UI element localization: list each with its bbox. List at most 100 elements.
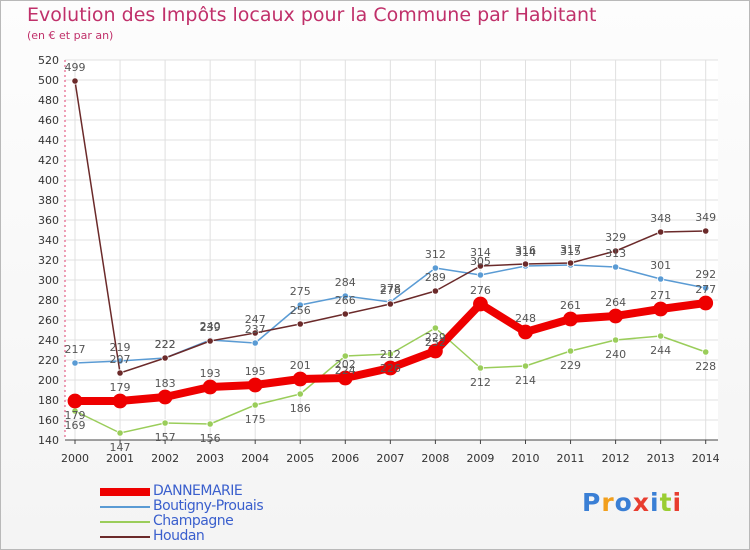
plot-area <box>65 60 718 440</box>
data-point <box>476 271 485 279</box>
data-point <box>341 352 349 360</box>
data-point <box>702 227 710 235</box>
data-point <box>611 263 620 271</box>
y-tick-label: 180 <box>38 394 59 407</box>
data-label: 228 <box>695 360 716 373</box>
data-label: 248 <box>515 312 536 325</box>
data-point <box>202 379 218 395</box>
data-point <box>653 301 669 317</box>
data-point <box>71 77 79 85</box>
data-point <box>431 264 439 272</box>
y-tick-label: 320 <box>38 254 59 267</box>
data-label: 156 <box>200 432 221 445</box>
x-tick-label: 2005 <box>286 452 314 465</box>
data-point <box>116 369 124 377</box>
data-label: 301 <box>650 259 671 272</box>
data-point <box>657 332 665 340</box>
data-label: 226 <box>380 362 401 375</box>
data-label: 292 <box>695 268 716 281</box>
data-label: 317 <box>560 243 581 256</box>
data-label: 499 <box>65 61 86 74</box>
data-label: 276 <box>380 284 401 297</box>
data-point <box>608 308 623 324</box>
x-tick-label: 2013 <box>647 452 675 465</box>
data-point <box>611 336 620 344</box>
x-tick-label: 2000 <box>61 452 89 465</box>
data-label: 214 <box>515 374 536 387</box>
data-point <box>161 419 169 427</box>
y-tick-label: 360 <box>38 214 59 227</box>
legend-label: DANNEMARIE <box>153 483 243 499</box>
data-point <box>251 401 259 409</box>
data-label: 247 <box>245 313 266 326</box>
data-point <box>112 393 128 409</box>
data-point <box>657 228 665 236</box>
y-tick-label: 380 <box>38 194 59 207</box>
data-label: 315 <box>560 245 581 258</box>
data-label: 222 <box>155 338 176 351</box>
legend-swatch <box>100 536 150 538</box>
data-point <box>698 295 714 311</box>
data-point <box>473 296 488 312</box>
data-point <box>341 310 349 318</box>
x-tick-label: 2001 <box>106 452 134 465</box>
data-point <box>518 324 533 340</box>
data-label: 313 <box>605 247 626 260</box>
y-tick-label: 260 <box>38 314 59 327</box>
data-point <box>161 354 169 362</box>
data-point <box>206 420 214 428</box>
legend-swatch <box>100 506 150 508</box>
legend-swatch <box>100 488 150 496</box>
y-tick-label: 520 <box>38 54 59 67</box>
data-point <box>476 262 485 270</box>
y-tick-label: 500 <box>38 74 59 87</box>
y-tick-label: 200 <box>38 374 59 387</box>
proxiti-logo: Proxiti <box>582 488 683 517</box>
data-label: 217 <box>65 343 86 356</box>
data-point <box>71 359 79 367</box>
data-point <box>157 389 173 405</box>
data-label: 240 <box>200 320 221 333</box>
x-tick-label: 2011 <box>557 452 585 465</box>
y-tick-label: 480 <box>38 94 59 107</box>
data-point <box>206 337 214 345</box>
data-point <box>382 360 398 376</box>
y-tick-label: 160 <box>38 414 59 427</box>
data-label: 179 <box>110 381 131 394</box>
data-point <box>611 247 620 255</box>
legend-label: Boutigny-Prouais <box>153 498 264 514</box>
y-tick-label: 420 <box>38 154 59 167</box>
data-label: 266 <box>335 294 356 307</box>
x-tick-label: 2003 <box>196 452 224 465</box>
x-tick-label: 2010 <box>512 452 540 465</box>
y-tick-label: 140 <box>38 434 59 447</box>
legend-label: Houdan <box>153 528 205 544</box>
x-tick-label: 2004 <box>241 452 269 465</box>
x-tick-label: 2009 <box>466 452 494 465</box>
data-label: 201 <box>290 359 311 372</box>
y-tick-label: 400 <box>38 174 59 187</box>
data-label: 239 <box>200 321 221 334</box>
x-tick-label: 2014 <box>692 452 720 465</box>
data-label: 256 <box>290 304 311 317</box>
data-point <box>67 393 83 409</box>
data-label: 193 <box>200 367 221 380</box>
data-label: 284 <box>335 276 356 289</box>
data-point <box>521 362 530 370</box>
data-point <box>296 301 304 309</box>
chart-subtitle: (en € et par an) <box>27 29 114 42</box>
y-tick-label: 460 <box>38 114 59 127</box>
data-label: 157 <box>155 431 176 444</box>
data-label: 349 <box>695 211 716 224</box>
data-point <box>702 284 710 292</box>
data-label: 175 <box>245 413 266 426</box>
data-point <box>296 390 304 398</box>
data-point <box>563 311 578 327</box>
data-label: 275 <box>290 285 311 298</box>
data-label: 229 <box>560 359 581 372</box>
y-tick-label: 240 <box>38 334 59 347</box>
data-point <box>566 347 575 355</box>
data-label: 186 <box>290 402 311 415</box>
data-point <box>521 260 530 268</box>
data-label: 264 <box>605 296 626 309</box>
